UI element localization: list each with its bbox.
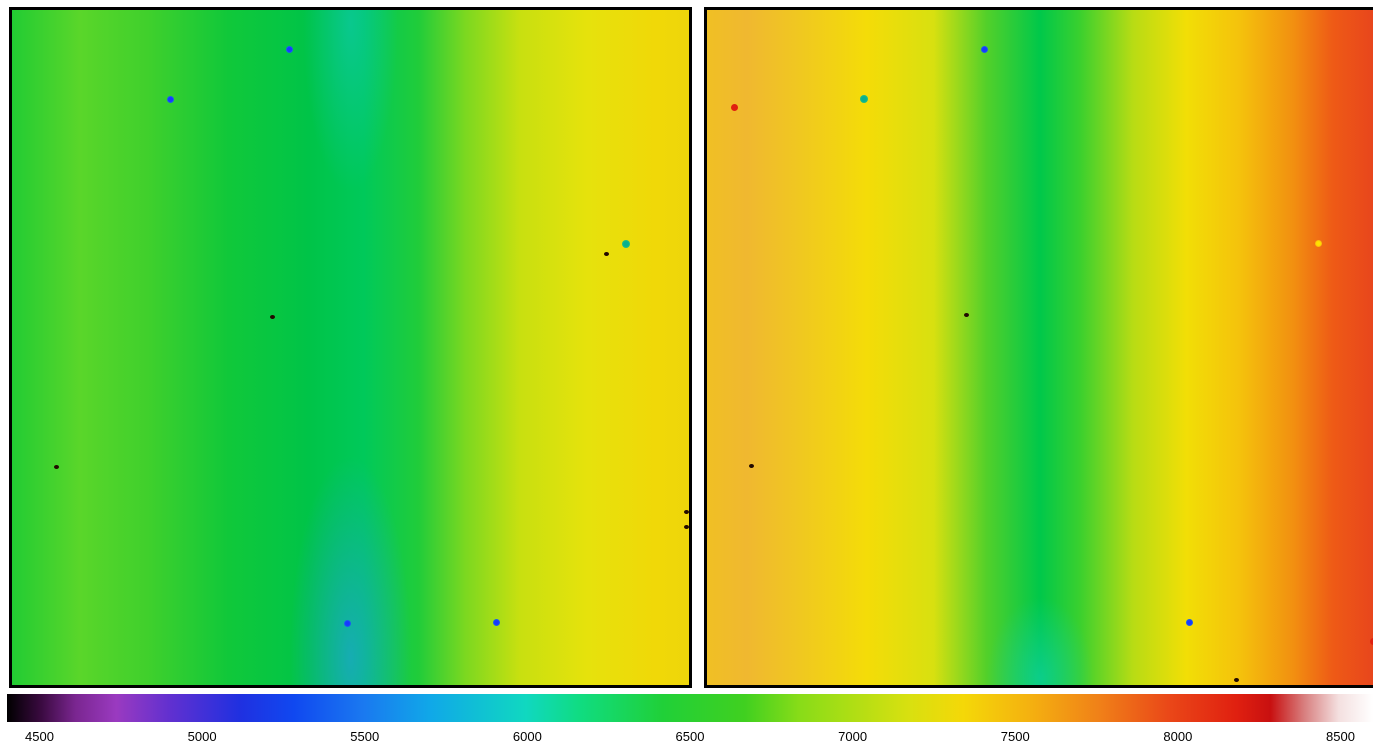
colorbar-tick-label: 6500 xyxy=(676,729,705,744)
colorbar-tick-label: 7000 xyxy=(838,729,867,744)
hot-pixel xyxy=(1315,240,1322,247)
colorbar-tick-label: 8000 xyxy=(1163,729,1192,744)
dead-pixel xyxy=(270,315,275,319)
colorbar-tick-label: 7500 xyxy=(1001,729,1030,744)
dead-pixel xyxy=(684,510,689,514)
hot-pixel xyxy=(344,620,351,627)
hot-pixel xyxy=(1186,619,1193,626)
hot-pixel xyxy=(860,95,868,103)
colorbar-tick-label: 5500 xyxy=(350,729,379,744)
hot-pixel xyxy=(286,46,293,53)
dead-pixel xyxy=(1234,678,1239,682)
dead-pixel xyxy=(684,525,689,529)
right-intensity-map xyxy=(707,10,1373,685)
hot-pixel xyxy=(167,96,174,103)
colorbar-tick-label: 5000 xyxy=(188,729,217,744)
colorbar-tick-label: 8500 xyxy=(1326,729,1355,744)
dead-pixel xyxy=(964,313,969,317)
colorbar-tick-label: 4500 xyxy=(25,729,54,744)
hot-pixel xyxy=(731,104,738,111)
right-image-panel xyxy=(704,7,1373,688)
colorbar: 4500 5000 5500 6000 6500 7000 7500 8000 … xyxy=(7,694,1373,748)
dead-pixel xyxy=(604,252,609,256)
hot-pixel xyxy=(493,619,500,626)
hot-pixel xyxy=(981,46,988,53)
hot-pixel xyxy=(622,240,630,248)
colorbar-gradient xyxy=(7,694,1373,722)
colorbar-tick-label: 6000 xyxy=(513,729,542,744)
dead-pixel xyxy=(54,465,59,469)
left-image-panel xyxy=(9,7,692,688)
left-intensity-map xyxy=(12,10,689,685)
dead-pixel xyxy=(749,464,754,468)
